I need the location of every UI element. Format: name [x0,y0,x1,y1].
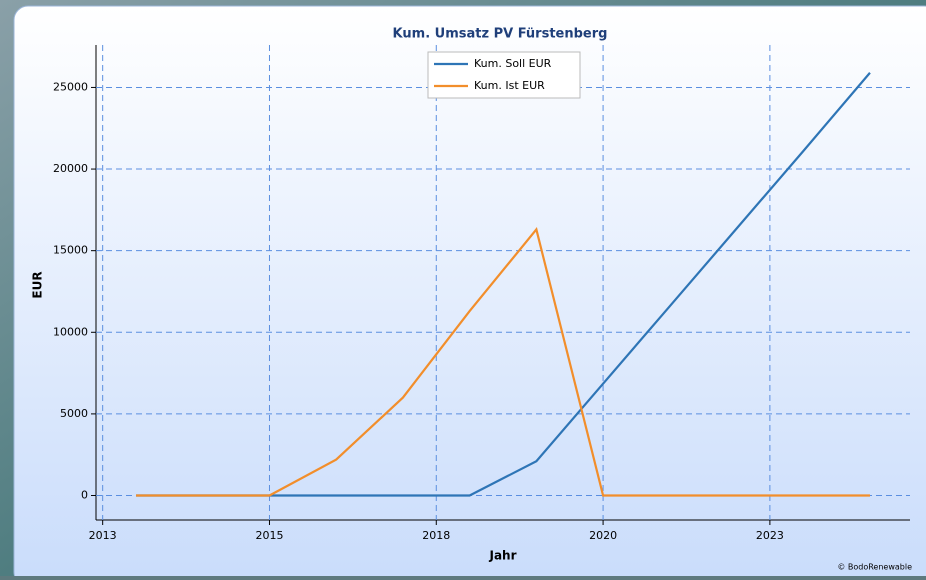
y-axis-label: EUR [31,271,45,298]
y-tick-label: 25000 [53,80,88,93]
x-tick-label: 2020 [589,529,617,542]
x-axis-label: Jahr [488,549,516,563]
x-tick-label: 2023 [756,529,784,542]
y-tick-label: 5000 [60,407,88,420]
chart-panel [13,5,926,580]
x-tick-label: 2013 [89,529,117,542]
credit: © BodoRenewable [837,563,912,572]
y-tick-label: 0 [81,489,88,502]
legend-label: Kum. Soll EUR [474,57,552,70]
chart-title: Kum. Umsatz PV Fürstenberg [393,27,608,42]
series-line [136,227,870,497]
legend-label: Kum. Ist EUR [474,79,545,92]
y-tick-label: 20000 [53,162,88,175]
y-tick-label: 15000 [53,244,88,257]
legend-box [427,51,581,99]
x-tick-label: 2015 [255,529,283,542]
y-tick-label: 10000 [53,325,88,338]
x-tick-label: 2018 [422,529,450,542]
